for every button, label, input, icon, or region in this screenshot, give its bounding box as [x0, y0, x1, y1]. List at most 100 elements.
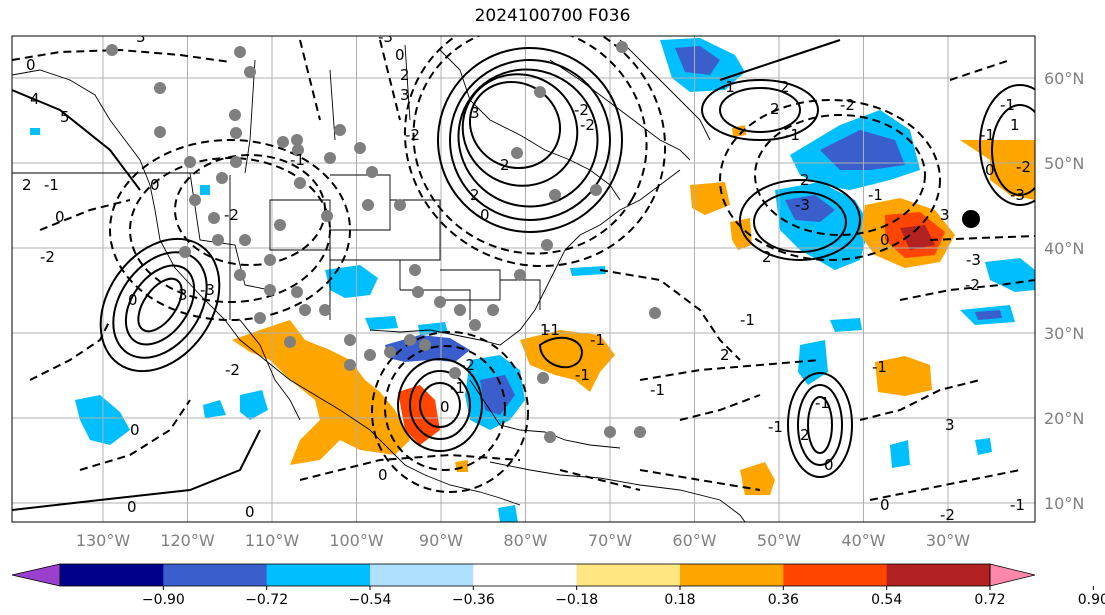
- contour-label: 0: [128, 291, 138, 309]
- colorbar-segment: [473, 564, 578, 586]
- contour-label: -1: [720, 78, 735, 96]
- lon-label: 90°W: [419, 531, 463, 550]
- contour-label: 0: [26, 56, 36, 74]
- contour-label: 3: [136, 28, 146, 46]
- colorbar-segment: [163, 564, 268, 586]
- contour-label: 0: [985, 161, 995, 179]
- longitude-labels: 130°W 120°W 110°W 100°W 90°W 80°W 70°W 6…: [76, 531, 970, 550]
- contour-label: 5: [60, 108, 70, 126]
- contour-label: -1: [768, 418, 783, 436]
- lon-label: 120°W: [160, 531, 215, 550]
- contour-label: -2: [225, 361, 240, 379]
- colorbar-outline: [59, 563, 991, 587]
- contour-label: -1: [980, 126, 995, 144]
- contour-label: 1: [1010, 116, 1020, 134]
- contour-label: 3: [178, 286, 188, 304]
- contour-label: -3: [795, 196, 810, 214]
- contour-label: 0: [55, 208, 65, 226]
- contour-label: 4: [30, 90, 40, 108]
- lat-label: 10°N: [1044, 494, 1084, 513]
- colorbar-max-extend: [989, 563, 1036, 587]
- contour-label: -2: [405, 126, 420, 144]
- colorbar-segment: [680, 564, 784, 586]
- lon-label: 50°W: [757, 531, 801, 550]
- map-frame: [11, 35, 1036, 523]
- contour-label: 0: [245, 503, 255, 521]
- contour-label: -1: [450, 379, 465, 397]
- shaded-fields: [30, 38, 1035, 522]
- contour-label: 2: [762, 248, 772, 266]
- contour-label: -2: [574, 101, 589, 119]
- contour-label: -1: [545, 321, 560, 339]
- contour-label: -1: [590, 331, 605, 349]
- colorbar-tick-label: −0.18: [555, 592, 598, 608]
- contour-label: -2: [1016, 158, 1031, 176]
- contour-label: 3: [470, 104, 480, 122]
- contour-label: -1: [872, 358, 887, 376]
- contour-label: 0: [127, 498, 137, 516]
- contour-label: 0: [880, 496, 890, 514]
- contour-label: 2: [400, 66, 410, 84]
- contour-label: -1: [1010, 496, 1025, 514]
- contour-label: 3: [940, 206, 950, 224]
- contour-label: 2: [470, 186, 480, 204]
- lat-label: 50°N: [1044, 154, 1084, 173]
- colorbar-tick-label: 0.90: [1078, 592, 1105, 608]
- colorbar-segment: [60, 564, 164, 586]
- colorbar-segment: [370, 564, 474, 586]
- contour-label: 0: [824, 456, 834, 474]
- colorbar-segment: [783, 564, 888, 586]
- contour-label: 2: [770, 100, 780, 118]
- gridlines: [12, 36, 1035, 522]
- solid-contours: [12, 39, 1035, 511]
- contour-label: 2: [780, 78, 790, 96]
- contour-label: 1: [540, 321, 550, 339]
- lon-label: 100°W: [329, 531, 384, 550]
- contour-label: -2: [224, 206, 239, 224]
- lon-label: 60°W: [672, 531, 716, 550]
- contour-label: 2: [22, 176, 32, 194]
- contour-label: 0: [880, 231, 890, 249]
- lon-label: 40°W: [841, 531, 885, 550]
- contour-label: -3: [200, 281, 215, 299]
- contour-label: 3: [945, 416, 955, 434]
- contour-label: -2: [460, 356, 475, 374]
- colorbar-segment: [886, 564, 991, 586]
- colorbar-tick-label: 0.36: [768, 592, 799, 608]
- latitude-labels: 60°N 50°N 40°N 30°N 20°N 10°N: [1044, 69, 1084, 513]
- contour-label: 0: [395, 46, 405, 64]
- colorbar-tick-label: −0.72: [245, 592, 288, 608]
- contour-label: -1: [44, 176, 59, 194]
- contour-label: -1: [740, 311, 755, 329]
- lat-label: 60°N: [1044, 69, 1084, 88]
- contour-label: -3: [1010, 186, 1025, 204]
- colorbar-tick-label: −0.90: [142, 592, 185, 608]
- contour-label: 2: [500, 156, 510, 174]
- contour-label: -2: [940, 506, 955, 524]
- colorbar-tick-label: 0.18: [664, 592, 695, 608]
- contour-label: -2: [840, 96, 855, 114]
- colorbar-segment: [266, 564, 371, 586]
- colorbar-tick-label: −0.36: [452, 592, 495, 608]
- contour-label: 3: [400, 86, 410, 104]
- colorbar-min-extend: [11, 563, 61, 587]
- lat-label: 20°N: [1044, 409, 1084, 428]
- contour-label: 2: [720, 346, 730, 364]
- lat-label: 30°N: [1044, 324, 1084, 343]
- contour-label: 0: [480, 206, 490, 224]
- contour-label: -3: [966, 251, 981, 269]
- contour-label: -1: [650, 381, 665, 399]
- station-markers: [106, 41, 661, 443]
- contour-label: 2: [800, 426, 810, 444]
- lon-label: 130°W: [76, 531, 131, 550]
- dashed-contours: [12, 36, 1035, 501]
- black-dot-marker: [962, 210, 980, 228]
- contour-label: -1: [290, 151, 305, 169]
- lon-label: 70°W: [588, 531, 632, 550]
- contour-label: 0: [130, 421, 140, 439]
- lon-label: 30°W: [926, 531, 970, 550]
- colorbar-tick-label: 0.72: [974, 592, 1005, 608]
- contour-label: -1: [868, 186, 883, 204]
